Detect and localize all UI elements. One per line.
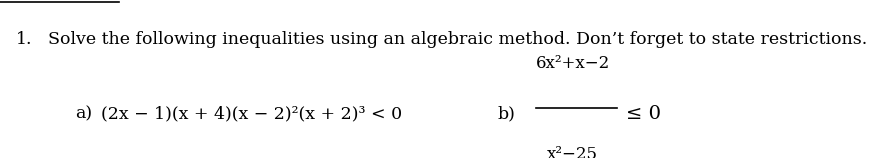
Text: Solve the following inequalities using an algebraic method. Don’t forget to stat: Solve the following inequalities using a… [48, 31, 868, 48]
Text: 1.: 1. [16, 31, 33, 48]
Text: ≤ 0: ≤ 0 [626, 105, 661, 123]
Text: x²−25: x²−25 [547, 146, 598, 158]
Text: 6x²+x−2: 6x²+x−2 [536, 55, 610, 72]
Text: (2x − 1)(x + 4)(x − 2)²(x + 2)³ < 0: (2x − 1)(x + 4)(x − 2)²(x + 2)³ < 0 [101, 105, 403, 122]
Text: b): b) [498, 105, 515, 122]
Text: a): a) [75, 105, 92, 122]
